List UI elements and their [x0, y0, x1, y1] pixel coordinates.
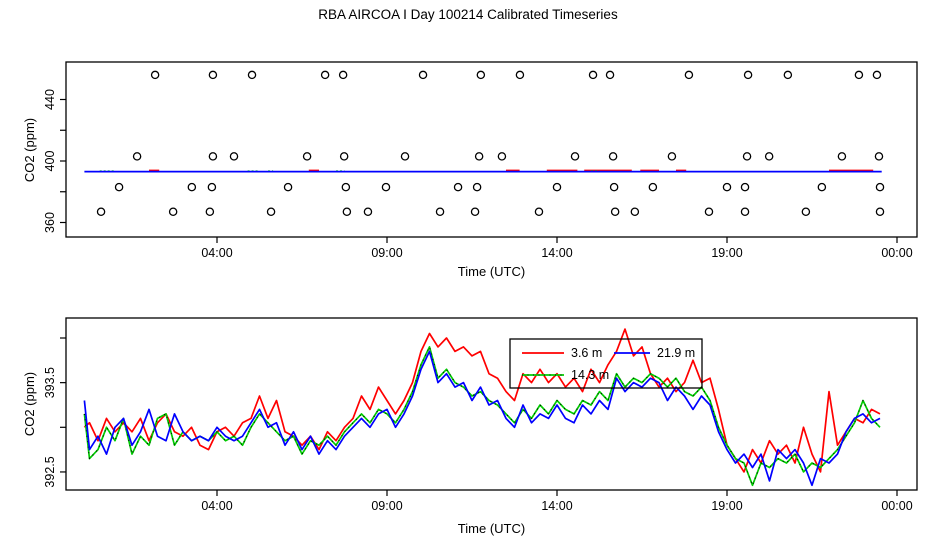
- legend-label-3.6m: 3.6 m: [571, 346, 602, 360]
- calibration-circle-403: [400, 152, 410, 161]
- x-tick-label: 19:00: [711, 499, 742, 513]
- calibration-circle-403: [874, 152, 884, 161]
- calibration-circle-383: [609, 182, 619, 192]
- calibration-circle-403: [229, 152, 239, 161]
- calibration-circle-456: [320, 70, 330, 80]
- y-tick-label: 400: [43, 151, 57, 172]
- series-line-14.3m: [83, 346, 881, 487]
- calibration-circle-456: [208, 70, 218, 80]
- top-panel-box: [65, 61, 918, 238]
- calibration-circle-367: [801, 207, 811, 216]
- calibration-circle-367: [363, 207, 373, 216]
- legend-box: [509, 338, 703, 389]
- calibration-circle-383: [453, 182, 463, 192]
- series-line-21.9m: [83, 350, 881, 487]
- calibration-circle-456: [150, 70, 160, 80]
- calibration-circle-403: [132, 152, 142, 161]
- calibration-circle-456: [247, 70, 257, 80]
- calibration-circle-403: [497, 152, 507, 161]
- x-tick-label: 00:00: [881, 499, 912, 513]
- x-tick-label: 14:00: [541, 499, 572, 513]
- x-axis-label-bottom: Time (UTC): [457, 521, 526, 536]
- calibration-circle-456: [684, 70, 694, 80]
- calibration-circle-403: [837, 152, 847, 161]
- calibration-circle-456: [418, 70, 428, 80]
- x-tick-label: 00:00: [881, 246, 912, 260]
- calibration-circle-403: [474, 152, 484, 161]
- calibration-circle-403: [302, 152, 312, 161]
- y-tick-label: 392.5: [43, 456, 57, 487]
- calibration-circle-383: [472, 182, 482, 192]
- calibration-circle-403: [742, 152, 752, 161]
- calibration-circle-383: [648, 182, 658, 192]
- calibration-circle-367: [875, 207, 885, 216]
- calibration-circle-456: [605, 70, 615, 80]
- legend-label-14.3m: 14.3 m: [571, 368, 609, 382]
- y-tick-label: 393.5: [43, 367, 57, 398]
- calibration-circle-383: [875, 182, 885, 192]
- calibration-circle-456: [854, 70, 864, 80]
- calibration-circle-456: [338, 70, 348, 80]
- x-tick-label: 19:00: [711, 246, 742, 260]
- x-tick-label: 04:00: [201, 246, 232, 260]
- calibration-circle-367: [266, 207, 276, 216]
- chart-title: RBA AIRCOA I Day 100214 Calibrated Times…: [318, 7, 618, 22]
- calibration-circle-403: [667, 152, 677, 161]
- calibration-circle-383: [114, 182, 124, 192]
- calibration-circle-383: [381, 182, 391, 192]
- calibration-circle-456: [872, 70, 882, 80]
- calibration-circle-403: [608, 152, 618, 161]
- bottom-panel-box: [65, 317, 918, 491]
- calibration-circle-367: [630, 207, 640, 216]
- calibration-circle-403: [764, 152, 774, 161]
- y-tick-label: 360: [43, 212, 57, 233]
- calibration-circle-367: [435, 207, 445, 216]
- x-tick-label: 09:00: [371, 246, 402, 260]
- y-tick-label: 440: [43, 89, 57, 110]
- x-tick-label: 09:00: [371, 499, 402, 513]
- calibration-circle-383: [187, 182, 197, 192]
- legend-label-21.9m: 21.9 m: [657, 346, 695, 360]
- calibration-circle-456: [783, 70, 793, 80]
- x-tick-label: 14:00: [541, 246, 572, 260]
- calibration-circle-456: [476, 70, 486, 80]
- calibration-circle-383: [283, 182, 293, 192]
- calibration-circle-403: [570, 152, 580, 161]
- calibration-circle-383: [341, 182, 351, 192]
- calibration-circle-367: [534, 207, 544, 216]
- calibration-circle-383: [207, 182, 217, 192]
- calibration-circle-383: [817, 182, 827, 192]
- calibration-circle-456: [588, 70, 598, 80]
- calibration-circle-367: [704, 207, 714, 216]
- x-axis-label-top: Time (UTC): [457, 264, 526, 279]
- calibration-circle-456: [515, 70, 525, 80]
- calibration-circle-383: [740, 182, 750, 192]
- calibration-circle-367: [168, 207, 178, 216]
- calibration-circle-383: [552, 182, 562, 192]
- calibration-circle-367: [610, 207, 620, 216]
- calibration-circle-403: [208, 152, 218, 161]
- series-line-3.6m: [83, 328, 881, 473]
- calibration-circle-367: [205, 207, 215, 216]
- calibration-circle-367: [740, 207, 750, 216]
- x-tick-label: 04:00: [201, 499, 232, 513]
- calibration-circle-367: [342, 207, 352, 216]
- calibration-circle-383: [722, 182, 732, 192]
- calibration-circle-456: [743, 70, 753, 80]
- calibration-circle-403: [339, 152, 349, 161]
- calibration-circle-367: [470, 207, 480, 216]
- calibration-circle-367: [96, 207, 106, 216]
